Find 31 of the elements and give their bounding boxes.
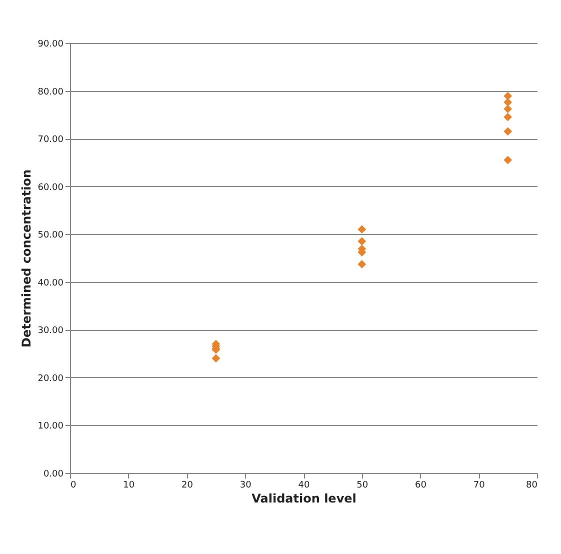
point xyxy=(212,354,220,363)
point xyxy=(504,112,512,122)
y-tick-label: 90.00 xyxy=(38,40,64,50)
x-axis-title: Validation level xyxy=(252,492,356,506)
y-tick-label: 70.00 xyxy=(38,135,64,146)
point xyxy=(358,260,366,268)
y-tick-label: 50.00 xyxy=(38,230,64,241)
point xyxy=(358,225,366,234)
point xyxy=(358,237,366,246)
x-tick-label: 80 xyxy=(526,480,538,490)
point xyxy=(504,127,512,136)
y-axis-title: Determined concentration xyxy=(20,169,34,348)
y-tick-label: 40.00 xyxy=(38,278,64,288)
x-tick-label: 50 xyxy=(356,480,368,490)
x-tick-label: 0 xyxy=(70,480,76,490)
x-tick-label: 20 xyxy=(182,480,194,490)
y-tick-label: 10.00 xyxy=(38,422,64,432)
y-tick-label: 20.00 xyxy=(38,374,64,384)
point xyxy=(504,92,512,100)
y-tick-label: 0.00 xyxy=(43,470,64,480)
point xyxy=(504,156,512,164)
y-tick-label: 60.00 xyxy=(38,182,64,193)
x-tick-label: 30 xyxy=(240,480,252,490)
x-tick-label: 10 xyxy=(123,480,135,490)
point xyxy=(504,98,512,106)
y-tick-label: 80.00 xyxy=(38,87,64,98)
y-tick-label: 30.00 xyxy=(38,326,64,336)
x-tick-label: 60 xyxy=(415,480,427,490)
x-tick-label: 40 xyxy=(298,480,310,490)
x-tick-label: 70 xyxy=(473,480,486,490)
point xyxy=(504,104,512,114)
